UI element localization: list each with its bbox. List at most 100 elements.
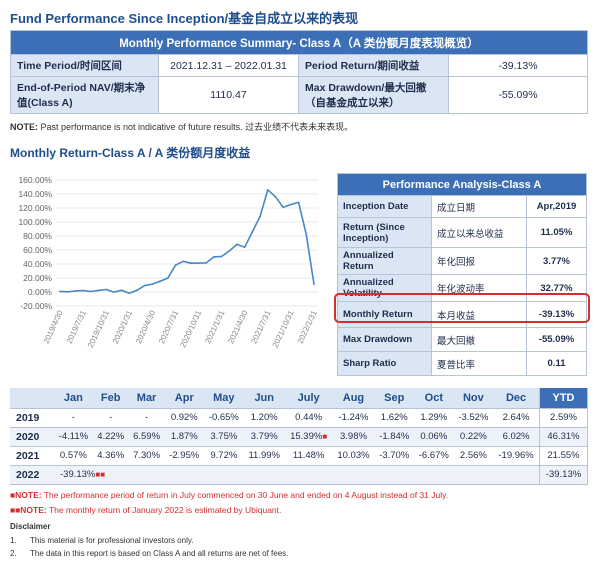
return-cell: -4.11%: [54, 427, 93, 447]
data-point: [313, 283, 315, 286]
month-header: Aug: [332, 388, 375, 409]
return-cell: -: [54, 408, 93, 428]
ytd-cell: 21.55%: [539, 446, 588, 466]
y-tick-label: 100.00%: [18, 217, 52, 227]
ytd-header: YTD: [539, 388, 588, 409]
y-tick-label: 140.00%: [18, 189, 52, 199]
footnote-2: ■■NOTE: The monthly return of January 20…: [10, 505, 448, 515]
month-header: Dec: [493, 388, 540, 409]
past-performance-note: NOTE: Past performance is not indicative…: [10, 120, 353, 133]
page-title: Fund Performance Since Inception/基金自成立以来…: [10, 11, 359, 26]
data-point: [182, 260, 185, 263]
analysis-cn-sharp: 夏普比率: [431, 351, 527, 376]
x-tick-label: 2020/4/30: [134, 309, 157, 346]
x-tick-label: 2021/1/31: [203, 309, 226, 346]
disclaimer-number: 2.: [10, 549, 17, 558]
data-point: [243, 246, 246, 249]
table-row: 2019 - - - 0.92% -0.65% 1.20% 0.44% -1.2…: [10, 408, 588, 428]
month-header: Mar: [128, 388, 165, 409]
footnote-1-mark: ■NOTE:: [10, 490, 42, 500]
x-tick-label: 2021/10/31: [271, 309, 296, 350]
return-cell: 0.44%: [284, 408, 333, 428]
summary-header: Monthly Performance Summary- Class A（A 类…: [10, 30, 588, 55]
data-point: [290, 203, 292, 206]
table-row: 2022 -39.13%■■ -39.13%: [10, 465, 588, 485]
analysis-cn-return: 成立以来总收益: [431, 217, 527, 248]
disclaimer-item: 1. This material is for professional inve…: [10, 536, 288, 545]
return-cell: 0.57%: [54, 446, 93, 466]
data-point: [174, 264, 177, 267]
month-header: Jan: [54, 388, 93, 409]
data-point: [282, 206, 285, 209]
data-point: [228, 250, 231, 252]
data-point: [236, 243, 238, 246]
note-prefix: NOTE:: [10, 122, 38, 132]
x-tick-label: 2020/7/31: [157, 309, 180, 346]
return-cell: -2.95%: [164, 446, 205, 466]
year-cell: 2020: [10, 427, 54, 447]
return-cell: -39.13%■■: [54, 465, 129, 485]
analysis-label-volatility: Annualized Volatility: [337, 274, 432, 302]
x-tick-label: 2021/4/30: [226, 309, 249, 346]
data-point: [136, 289, 138, 292]
return-cell: 6.02%: [493, 427, 540, 447]
analysis-value-ann-return: 3.77%: [526, 247, 587, 275]
disclaimer-item: 2. The data in this report is based on Cl…: [10, 549, 288, 558]
y-tick-label: 0.00%: [28, 287, 53, 297]
period-return-value: -39.13%: [448, 54, 588, 77]
data-point: [74, 290, 77, 292]
y-tick-label: 60.00%: [23, 245, 52, 255]
footnote-marker: ■: [322, 432, 328, 441]
monthly-return-chart: 160.00% 140.00% 120.00% 100.00% 80.00% 60.00%…: [18, 175, 319, 350]
nav-value: 1110.47: [158, 76, 299, 114]
data-point: [197, 262, 200, 264]
month-header: Jun: [243, 388, 285, 409]
return-cell: 0.06%: [414, 427, 454, 447]
data-point: [305, 233, 308, 236]
month-header: Nov: [453, 388, 494, 409]
return-cell: 0.92%: [164, 408, 205, 428]
data-point: [112, 291, 115, 294]
return-cell: 3.98%: [332, 427, 375, 447]
data-point: [143, 284, 146, 287]
analysis-cn-ann-return: 年化回报: [431, 247, 527, 275]
disclaimer: Disclaimer 1. This material is for profes…: [10, 522, 288, 561]
return-value: -39.13%: [60, 469, 96, 480]
x-tick-label: 2022/1/31: [296, 309, 319, 346]
data-point: [128, 292, 131, 295]
month-header: July: [284, 388, 333, 409]
y-tick-label: 160.00%: [18, 175, 52, 185]
data-point: [274, 195, 277, 198]
month-header: May: [204, 388, 244, 409]
y-tick-label: 20.00%: [23, 273, 52, 283]
monthly-returns-table: Jan Feb Mar Apr May Jun July Aug Sep Oct…: [10, 388, 588, 485]
period-return-label: Period Return/期间收益: [298, 54, 449, 77]
data-point: [105, 288, 108, 291]
return-cell: -19.96%: [493, 446, 540, 466]
footnote-2-text: The monthly return of January 2022 is es…: [46, 505, 282, 515]
drawdown-label: Max Drawdown/最大回撤（自基金成立以来）: [298, 76, 449, 114]
data-point: [220, 255, 223, 258]
return-cell: -3.52%: [453, 408, 494, 428]
return-value: 15.39%: [290, 431, 323, 442]
analysis-label-monthly: Monthly Return: [337, 301, 432, 328]
return-cell: 9.72%: [204, 446, 244, 466]
analysis-value-inception: Apr,2019: [526, 195, 587, 218]
year-cell: 2021: [10, 446, 54, 466]
return-cell: [243, 465, 285, 485]
y-tick-label: -20.00%: [20, 301, 52, 311]
return-cell: -0.65%: [204, 408, 244, 428]
data-point: [120, 289, 123, 292]
data-point: [166, 277, 169, 279]
time-period-label: Time Period/时间区间: [10, 54, 159, 77]
return-cell: -3.70%: [374, 446, 415, 466]
data-point: [59, 290, 61, 293]
return-cell: -1.84%: [374, 427, 415, 447]
data-point: [82, 289, 84, 292]
footnotes: ■NOTE: The performance period of return …: [10, 490, 448, 520]
table-row: 2020 -4.11% 4.22% 6.59% 1.87% 3.75% 3.79…: [10, 427, 588, 447]
disclaimer-text: The data in this report is based on Clas…: [30, 549, 289, 558]
return-cell: 1.29%: [414, 408, 454, 428]
analysis-cn-monthly: 本月收益: [431, 301, 527, 328]
footnote-1: ■NOTE: The performance period of return …: [10, 490, 448, 500]
